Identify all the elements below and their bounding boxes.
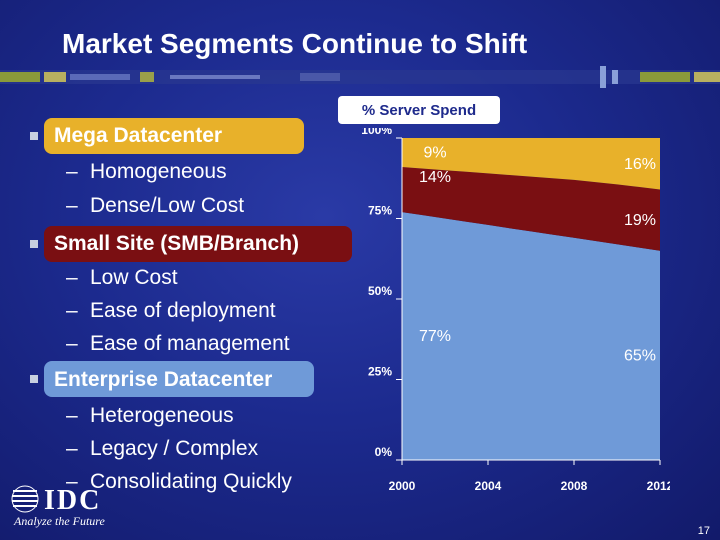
x-tick-label: 2008: [561, 479, 588, 493]
segment-point: – Low Cost: [66, 266, 178, 289]
y-tick-label: 75%: [368, 204, 392, 218]
decorative-band: [0, 66, 720, 88]
segment-point: – Dense/Low Cost: [66, 194, 245, 217]
segment-point: – Heterogeneous: [66, 404, 234, 427]
data-label: 65%: [624, 347, 656, 364]
segment-point: – Consolidating Quickly: [66, 470, 292, 493]
chart-title: % Server Spend: [338, 96, 500, 124]
bullet-square-icon: [30, 375, 38, 383]
y-tick-label: 25%: [368, 365, 392, 379]
server-spend-area-chart: 0% 25% 50% 75% 100% 2000 2004 2008 2012 9% 16% 14% 1…: [361, 128, 670, 493]
segment-heading-small-site: Small Site (SMB/Branch): [54, 232, 300, 255]
data-label: 16%: [624, 156, 656, 173]
idc-logo: IDC: [11, 485, 101, 514]
mega-datacenter-highlight: [44, 118, 304, 154]
y-tick-label: 0%: [375, 445, 393, 459]
x-tick-label: 2004: [475, 479, 502, 493]
segment-point: – Homogeneous: [66, 160, 227, 183]
enterprise-datacenter-highlight: [44, 361, 314, 397]
bullet-square-icon: [30, 240, 38, 248]
area-series-enterprise-datacenter: [402, 212, 660, 460]
area-series-small-site-smb-branch-: [402, 167, 660, 251]
y-tick-label: 100%: [361, 128, 392, 137]
logo-text: IDC: [44, 485, 101, 514]
data-label: 14%: [419, 169, 451, 186]
small-site-highlight: [44, 226, 352, 262]
area-series-mega-datacenter: [402, 138, 660, 190]
segment-point: – Ease of deployment: [66, 299, 276, 322]
segment-point: – Ease of management: [66, 332, 290, 355]
tagline: Analyze the Future: [14, 514, 105, 528]
bullet-square-icon: [30, 132, 38, 140]
data-label: 77%: [419, 328, 451, 345]
segment-point: – Legacy / Complex: [66, 437, 259, 460]
y-tick-label: 50%: [368, 284, 392, 298]
page-number: 17: [697, 525, 710, 537]
x-tick-label: 2012: [647, 479, 670, 493]
segment-heading-enterprise: Enterprise Datacenter: [54, 368, 273, 391]
data-label: 9%: [423, 144, 446, 161]
segment-heading-mega: Mega Datacenter: [54, 124, 223, 147]
data-label: 19%: [624, 212, 656, 229]
slide-title: Market Segments Continue to Shift: [62, 28, 528, 59]
x-tick-label: 2000: [389, 479, 416, 493]
